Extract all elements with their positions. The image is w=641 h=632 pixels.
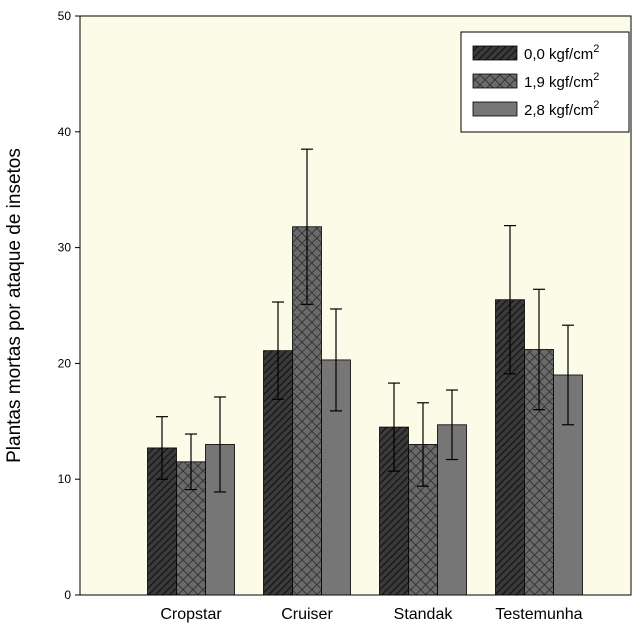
legend: 0,0 kgf/cm2 1,9 kgf/cm2 2,8 kgf/cm2 <box>460 31 630 133</box>
x-category-label: Cropstar <box>160 606 222 623</box>
legend-unit-exponent: 2 <box>593 99 599 111</box>
x-category-label: Cruiser <box>281 606 333 623</box>
legend-label: 2,8 kgf/cm2 <box>524 99 599 119</box>
legend-unit-exponent: 2 <box>593 71 599 83</box>
legend-swatch <box>472 73 518 89</box>
x-axis-labels: Cropstar Cruiser Standak Testemunha <box>160 606 582 623</box>
y-tick-label: 50 <box>58 9 72 23</box>
y-tick-label: 20 <box>58 356 72 370</box>
bars-group <box>147 148 583 596</box>
legend-swatch <box>472 101 518 117</box>
y-tick-label: 10 <box>58 472 72 486</box>
x-category-label: Testemunha <box>495 606 582 623</box>
x-category-label: Standak <box>394 606 454 623</box>
y-axis: 0 10 20 30 40 50 <box>58 9 80 602</box>
legend-label: 0,0 kgf/cm2 <box>524 43 599 63</box>
y-axis-title: Plantas mortas por ataque de insetos <box>4 148 25 463</box>
legend-unit-exponent: 2 <box>593 43 599 55</box>
y-tick-label: 40 <box>58 125 72 139</box>
legend-label: 1,9 kgf/cm2 <box>524 71 599 91</box>
y-tick-label: 30 <box>58 241 72 255</box>
legend-swatch <box>472 45 518 61</box>
y-tick-label: 0 <box>64 588 71 602</box>
